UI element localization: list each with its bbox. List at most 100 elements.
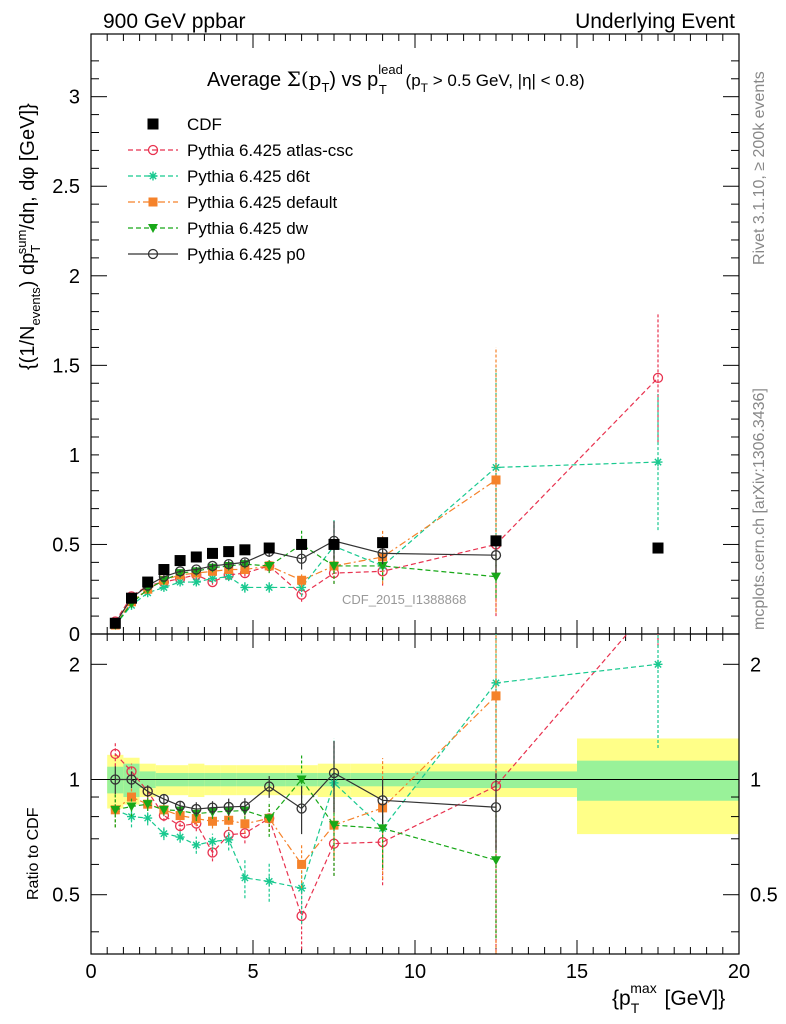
y-tick-label-main: 3	[69, 87, 80, 109]
series-point-ratio	[191, 803, 202, 815]
series-point-ratio	[175, 806, 186, 816]
series-point-ratio	[158, 793, 170, 805]
series-point-ratio	[297, 883, 307, 893]
y-tick-label-main: 2	[69, 266, 80, 288]
series-point-ratio	[296, 803, 307, 814]
data-point	[142, 576, 154, 588]
series-point-main	[490, 550, 502, 561]
series-point-ratio	[110, 774, 121, 785]
series-point-ratio	[127, 812, 136, 822]
axis-tick-labels: 0 5 10 15 20 0 0.5 1 1.5 2 2.5 3 0.5 0.5 1 1 2 2	[52, 87, 778, 983]
series-point-main	[159, 582, 169, 592]
data-point	[158, 564, 170, 576]
series-point-main	[264, 582, 274, 592]
series-point-ratio	[653, 659, 663, 669]
series-point-ratio	[239, 801, 251, 812]
series-point-ratio	[208, 836, 217, 846]
legend-label: Pythia 6.425 d6t	[187, 167, 310, 186]
side-source: mcplots.cern.ch [arXiv:1306.3436]	[751, 388, 768, 630]
series-point-ratio	[110, 805, 121, 815]
x-axis-label: {pTmax [GeV]}	[612, 980, 725, 1016]
x-tick-label: 20	[728, 961, 750, 983]
series-line-ratio	[115, 772, 497, 810]
data-point	[174, 555, 186, 567]
y-tick-label-ratio-right: 0.5	[750, 885, 778, 907]
series-point-ratio	[207, 802, 218, 813]
data-point	[263, 542, 275, 554]
side-version: Rivet 3.1.10, ≥ 200k events	[751, 71, 768, 265]
legend-label: Pythia 6.425 p0	[187, 245, 305, 264]
series-point-main	[240, 565, 250, 575]
series-point-ratio	[158, 805, 169, 815]
data-point	[490, 535, 502, 547]
series-point-ratio	[654, 594, 663, 603]
series-point-main	[207, 560, 218, 572]
series-line-main	[114, 377, 659, 622]
data-point	[652, 542, 664, 554]
main-title: Average Σ(pT) vs plead T (pT > 0.5 GeV, |…	[207, 62, 585, 97]
data-point	[126, 592, 137, 604]
y-axis-label-main: {(1/Nevents) dpTsum/dη, dφ [GeV]}	[14, 103, 43, 370]
legend-label: CDF	[187, 115, 222, 134]
header-left: 900 GeV ppbar	[103, 10, 245, 33]
series-point-ratio	[142, 800, 153, 810]
series-point-ratio	[127, 792, 136, 802]
series-point-ratio	[223, 801, 234, 813]
data-point	[207, 547, 218, 559]
legend-marker	[148, 171, 158, 181]
series-point-main	[208, 573, 217, 583]
y-tick-label-main: 1.5	[52, 355, 80, 377]
series-point-ratio	[126, 774, 137, 785]
series-point-ratio	[224, 835, 234, 845]
series-point-ratio	[239, 828, 251, 839]
series-point-ratio	[174, 820, 186, 832]
series-line-ratio	[115, 778, 497, 861]
legend-marker	[147, 144, 159, 156]
series-point-main	[329, 561, 339, 571]
series-point-main	[191, 577, 201, 587]
series-point-main	[652, 372, 664, 384]
series-point-ratio	[377, 795, 388, 806]
series-point-ratio	[491, 856, 501, 866]
y-tick-label-main: 1	[69, 445, 80, 467]
series-point-ratio	[240, 819, 250, 829]
legend-label: Pythia 6.425 dw	[187, 219, 309, 238]
y-tick-label-ratio-right: 1	[750, 770, 761, 792]
series-point-main	[653, 457, 663, 467]
series-point-main	[297, 582, 307, 592]
y-tick-label-ratio-right: 2	[750, 654, 761, 676]
series-point-ratio	[159, 829, 169, 839]
y-tick-label-ratio: 2	[69, 654, 80, 676]
series-point-main	[377, 561, 388, 571]
data-point	[190, 551, 202, 563]
data-point	[239, 544, 251, 556]
series-point-main	[297, 575, 307, 585]
series-point-ratio	[126, 802, 137, 812]
ratio-series-layer	[110, 594, 663, 954]
series-point-main	[239, 557, 251, 568]
series-point-main	[223, 558, 234, 570]
series-point-ratio	[142, 786, 153, 797]
series-point-ratio	[240, 873, 250, 883]
main-series-layer	[109, 313, 664, 631]
legend-marker	[147, 248, 159, 260]
x-tick-label: 5	[247, 961, 258, 983]
series-point-main	[175, 577, 185, 587]
series-point-ratio	[296, 775, 307, 785]
series-point-ratio	[297, 859, 307, 869]
series-point-ratio	[191, 840, 201, 850]
series-point-ratio	[264, 876, 274, 886]
x-tick-label: 10	[404, 961, 426, 983]
series-point-ratio	[264, 814, 275, 824]
legend-label: Pythia 6.425 default	[187, 193, 338, 212]
data-point	[328, 538, 340, 550]
legend: CDF Pythia 6.425 atlas-csc Pythia 6.425 d6…	[128, 115, 354, 264]
legend-label: Pythia 6.425 atlas-csc	[187, 141, 354, 160]
analysis-watermark: CDF_2015_I1388868	[342, 592, 466, 607]
series-point-main	[491, 572, 501, 582]
y-tick-label-main: 0	[69, 624, 80, 646]
data-point	[296, 538, 308, 550]
header-right: Underlying Event	[575, 10, 735, 33]
series-point-main	[264, 561, 275, 571]
